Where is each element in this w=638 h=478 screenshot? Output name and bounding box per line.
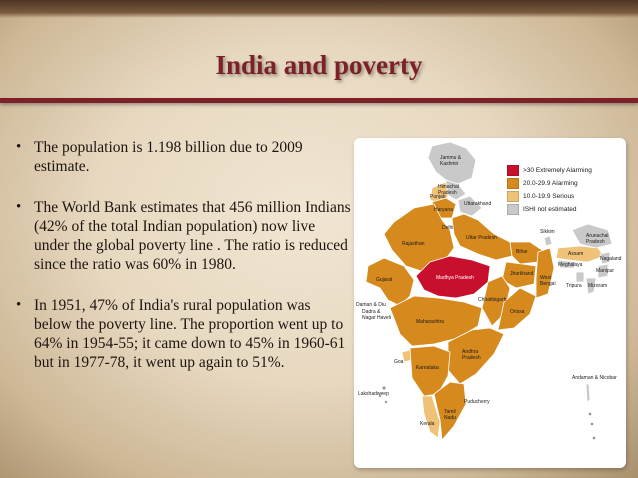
- bullet-text: The population is 1.198 billion due to 2…: [34, 139, 303, 175]
- map-label-jammu-kashmir: Jammu & Kashmir: [440, 155, 462, 167]
- region-tamil-nadu: [433, 381, 467, 441]
- map-label-puducherry: Puducherry: [464, 399, 490, 405]
- bullet-icon: •: [16, 199, 22, 215]
- legend-item: 20.0-29.9 Alarming: [507, 178, 617, 189]
- title-divider: [0, 98, 638, 103]
- india-poverty-map: >30 Extremely Alarming 20.0-29.9 Alarmin…: [354, 138, 626, 468]
- bullet-item: • In 1951, 47% of India's rural populati…: [14, 296, 352, 372]
- legend-item: >30 Extremely Alarming: [507, 165, 617, 176]
- map-label-andaman: Andaman & Nicobar: [572, 375, 617, 381]
- map-label-tripura: Tripura: [566, 283, 582, 289]
- region-lakshadweep: [384, 400, 388, 404]
- bullet-text: In 1951, 47% of India's rural population…: [34, 297, 346, 371]
- region-kerala: [421, 395, 441, 439]
- legend-label: 10.0-19.9 Serious: [523, 193, 575, 200]
- region-assam: [555, 245, 605, 263]
- region-nagaland: [599, 251, 611, 265]
- legend-item: 10.0-19.9 Serious: [507, 191, 617, 202]
- bullet-icon: •: [16, 139, 22, 155]
- map-label-uttar-pradesh: Uttar Pradesh: [466, 235, 497, 241]
- map-legend: >30 Extremely Alarming 20.0-29.9 Alarmin…: [507, 165, 617, 217]
- map-label-nagaland: Nagaland: [600, 256, 622, 262]
- region-andaman: [592, 436, 596, 440]
- region-jammu-kashmir: [427, 141, 477, 185]
- map-label-kerala: Kerala: [420, 421, 435, 427]
- map-label-tamil-nadu: Tamil Nadu: [444, 409, 456, 421]
- region-rajasthan: [383, 203, 455, 273]
- map-label-west-bengal: West Bengal: [540, 275, 556, 287]
- map-label-orissa: Orissa: [510, 309, 525, 315]
- region-meghalaya: [557, 259, 577, 269]
- region-maharashtra: [389, 295, 483, 347]
- map-label-meghalaya: Meghalaya: [558, 262, 583, 268]
- india-map-graphic: [365, 141, 613, 441]
- region-manipur: [597, 263, 609, 279]
- map-label-bihar: Bihar: [516, 249, 528, 255]
- bullet-item: • The World Bank estimates that 456 mill…: [14, 198, 352, 274]
- region-andaman: [588, 412, 592, 416]
- region-sikkim: [543, 235, 553, 247]
- map-label-madhya-pradesh: Madhya Pradesh: [436, 275, 474, 281]
- region-lakshadweep: [382, 386, 386, 390]
- map-label-arunachal: Arunachal Pradesh: [586, 233, 609, 245]
- map-label-manipur: Manipur: [596, 268, 615, 274]
- map-label-lakshadweep: Lakshadweep: [358, 391, 389, 397]
- map-label-daman-diu: Daman & Diu: [356, 302, 386, 308]
- bullet-text: The World Bank estimates that 456 millio…: [34, 199, 351, 273]
- map-label-maharashtra: Maharashtra: [416, 319, 445, 325]
- region-andhra: [447, 327, 505, 385]
- map-label-uttarakhand: Uttarakhand: [464, 201, 492, 207]
- legend-label: >30 Extremely Alarming: [523, 167, 592, 174]
- region-orissa: [497, 287, 537, 331]
- region-west-bengal: [535, 247, 555, 299]
- bullet-item: • The population is 1.198 billion due to…: [14, 138, 352, 176]
- map-label-mizoram: Mizoram: [588, 283, 608, 289]
- legend-item: ISHI not estimated: [507, 204, 617, 215]
- region-andaman: [590, 422, 594, 426]
- map-label-jharkhand: Jharkhand: [510, 271, 534, 277]
- map-label-himachal: Himachal Pradesh: [438, 184, 459, 196]
- map-label-andhra: Andhra Pradesh: [462, 349, 481, 361]
- region-arunachal: [571, 223, 613, 249]
- legend-swatch: [507, 191, 519, 202]
- map-label-delhi: Delhi: [442, 225, 454, 231]
- region-karnataka: [409, 345, 451, 397]
- map-label-goa: Goa: [394, 359, 404, 365]
- region-uttarakhand: [457, 195, 483, 217]
- legend-label: ISHI not estimated: [523, 206, 577, 213]
- map-label-sikkim: Sikkim: [540, 229, 555, 235]
- map-label-chhattisgarh: Chhattisgarh: [478, 297, 507, 303]
- top-border-band: [0, 0, 638, 18]
- region-tripura: [575, 271, 585, 283]
- legend-swatch: [507, 165, 519, 176]
- map-label-dadra: Dadra & Nagar Haveli: [362, 309, 391, 321]
- map-label-assam: Assam: [568, 251, 584, 257]
- region-lakshadweep: [378, 394, 382, 398]
- map-label-punjab: Punjab: [430, 194, 446, 200]
- legend-swatch: [507, 178, 519, 189]
- region-mizoram: [585, 277, 597, 295]
- map-label-karnataka: Karnataka: [416, 365, 439, 371]
- map-label-rajasthan: Rajasthan: [402, 241, 425, 247]
- legend-label: 20.0-29.9 Alarming: [523, 180, 578, 187]
- map-label-gujarat: Gujarat: [376, 277, 393, 283]
- legend-swatch: [507, 204, 519, 215]
- region-andaman: [585, 383, 591, 403]
- map-label-haryana: Haryana: [434, 207, 453, 213]
- bullet-list: • The population is 1.198 billion due to…: [14, 138, 352, 394]
- slide-title: India and poverty: [215, 50, 423, 80]
- bullet-icon: •: [16, 297, 22, 313]
